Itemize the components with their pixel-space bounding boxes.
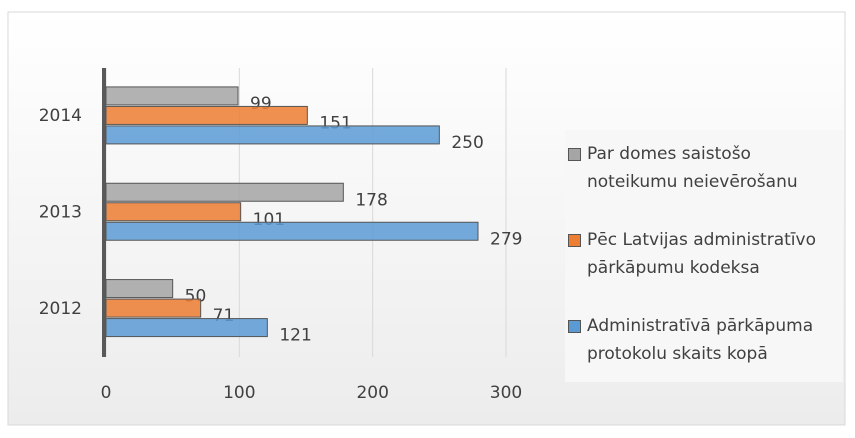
bar (105, 105, 308, 125)
axis-wall (102, 68, 106, 357)
legend-item: Par domes saistošo noteikumu neievērošan… (568, 140, 840, 196)
bar (105, 125, 440, 145)
legend-swatch (568, 234, 581, 247)
legend-item: Administratīvā pārkāpuma protokolu skait… (568, 312, 840, 368)
y-tick-label: 2012 (39, 299, 82, 319)
x-tick-label: 200 (356, 383, 388, 403)
y-tick-label: 2013 (39, 203, 82, 223)
value-label: 121 (279, 326, 311, 346)
y-tick-label: 2014 (39, 106, 82, 126)
bar (105, 279, 174, 299)
legend-label: Pēc Latvijas administratīvo pārkāpumu ko… (587, 230, 816, 278)
legend: Par domes saistošo noteikumu neievērošan… (568, 140, 840, 398)
legend-label: Par domes saistošo noteikumu neievērošan… (587, 144, 798, 192)
bar (105, 86, 239, 106)
x-tick-label: 0 (101, 383, 112, 403)
x-tick-label: 100 (223, 383, 255, 403)
bar (105, 182, 344, 202)
value-label: 279 (490, 229, 522, 249)
bar (105, 202, 242, 222)
bar (105, 221, 479, 241)
bar (105, 298, 202, 318)
legend-background (565, 130, 843, 382)
bar (105, 318, 268, 338)
legend-swatch (568, 320, 581, 333)
legend-swatch (568, 148, 581, 161)
legend-item: Pēc Latvijas administratīvo pārkāpumu ko… (568, 226, 840, 282)
x-tick-label: 300 (490, 383, 522, 403)
legend-label: Administratīvā pārkāpuma protokolu skait… (587, 316, 814, 364)
value-label: 178 (355, 190, 387, 210)
value-label: 250 (451, 133, 483, 153)
